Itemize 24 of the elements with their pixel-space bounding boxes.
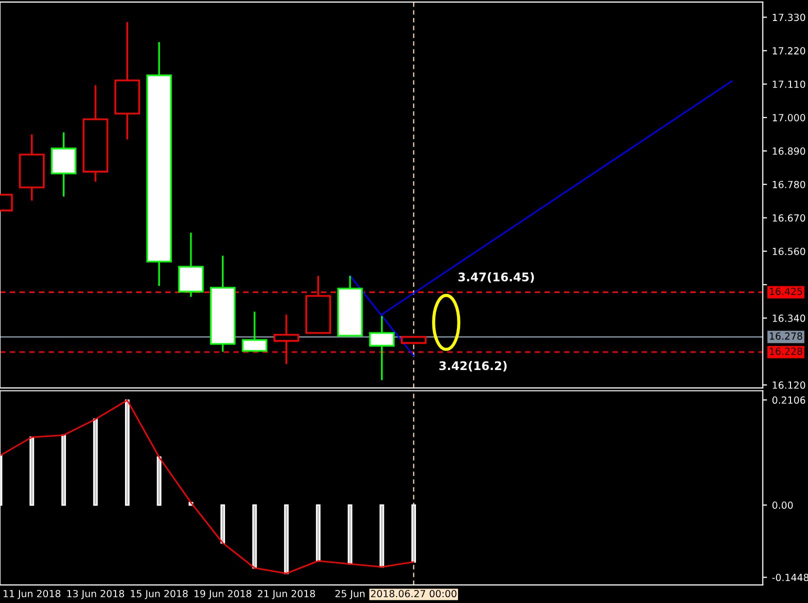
y-tick-label: 16.120 xyxy=(772,381,806,389)
ref-line-label: 16.228 xyxy=(770,348,802,355)
y-tick-label: 17.000 xyxy=(772,114,806,122)
y-tick-label: 16.340 xyxy=(772,314,806,322)
y-tick-label: 0.00 xyxy=(772,502,793,509)
x-tick-label: 21 Jun 2018 xyxy=(258,590,315,600)
y-tick-label: 16.560 xyxy=(772,248,806,256)
x-tick-label: 25 Jun xyxy=(335,590,365,600)
x-tick-label: 11 Jun 2018 xyxy=(4,590,60,600)
y-tick-label: 17.110 xyxy=(772,80,806,88)
x-tick-label: 19 Jun 2018 xyxy=(194,590,252,600)
x-tick-label: 2018.06.27 00:00 xyxy=(371,590,456,598)
ref-line-label: 16.278 xyxy=(770,332,802,340)
ref-line-label: 16.425 xyxy=(770,288,802,296)
annotation: 3.42(16.2) xyxy=(439,361,507,372)
y-tick-label: 0.2106 xyxy=(772,396,806,404)
y-tick-label: 16.890 xyxy=(772,147,806,155)
x-tick-label: 13 Jun 2018 xyxy=(67,590,124,600)
y-tick-label: 17.220 xyxy=(772,47,806,54)
y-tick-label: 17.330 xyxy=(772,14,806,22)
y-tick-label: 16.670 xyxy=(772,214,806,222)
y-tick-label: 16.780 xyxy=(772,180,806,188)
annotation: 3.47(16.45) xyxy=(458,272,534,283)
x-tick-label: 15 Jun 2018 xyxy=(130,590,188,600)
